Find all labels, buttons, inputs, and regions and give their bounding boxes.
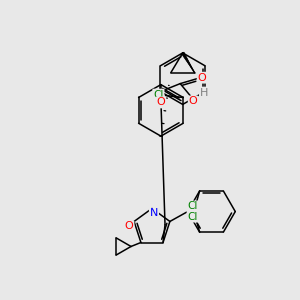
Text: H: H: [200, 88, 208, 98]
Text: O: O: [157, 98, 165, 107]
Text: N: N: [150, 208, 158, 218]
Text: Cl: Cl: [188, 212, 198, 222]
Polygon shape: [182, 52, 195, 73]
Text: Cl: Cl: [188, 201, 198, 212]
Text: O: O: [125, 221, 134, 231]
Text: O: O: [198, 73, 206, 83]
Text: O: O: [189, 97, 197, 106]
Text: Cl: Cl: [153, 89, 164, 100]
